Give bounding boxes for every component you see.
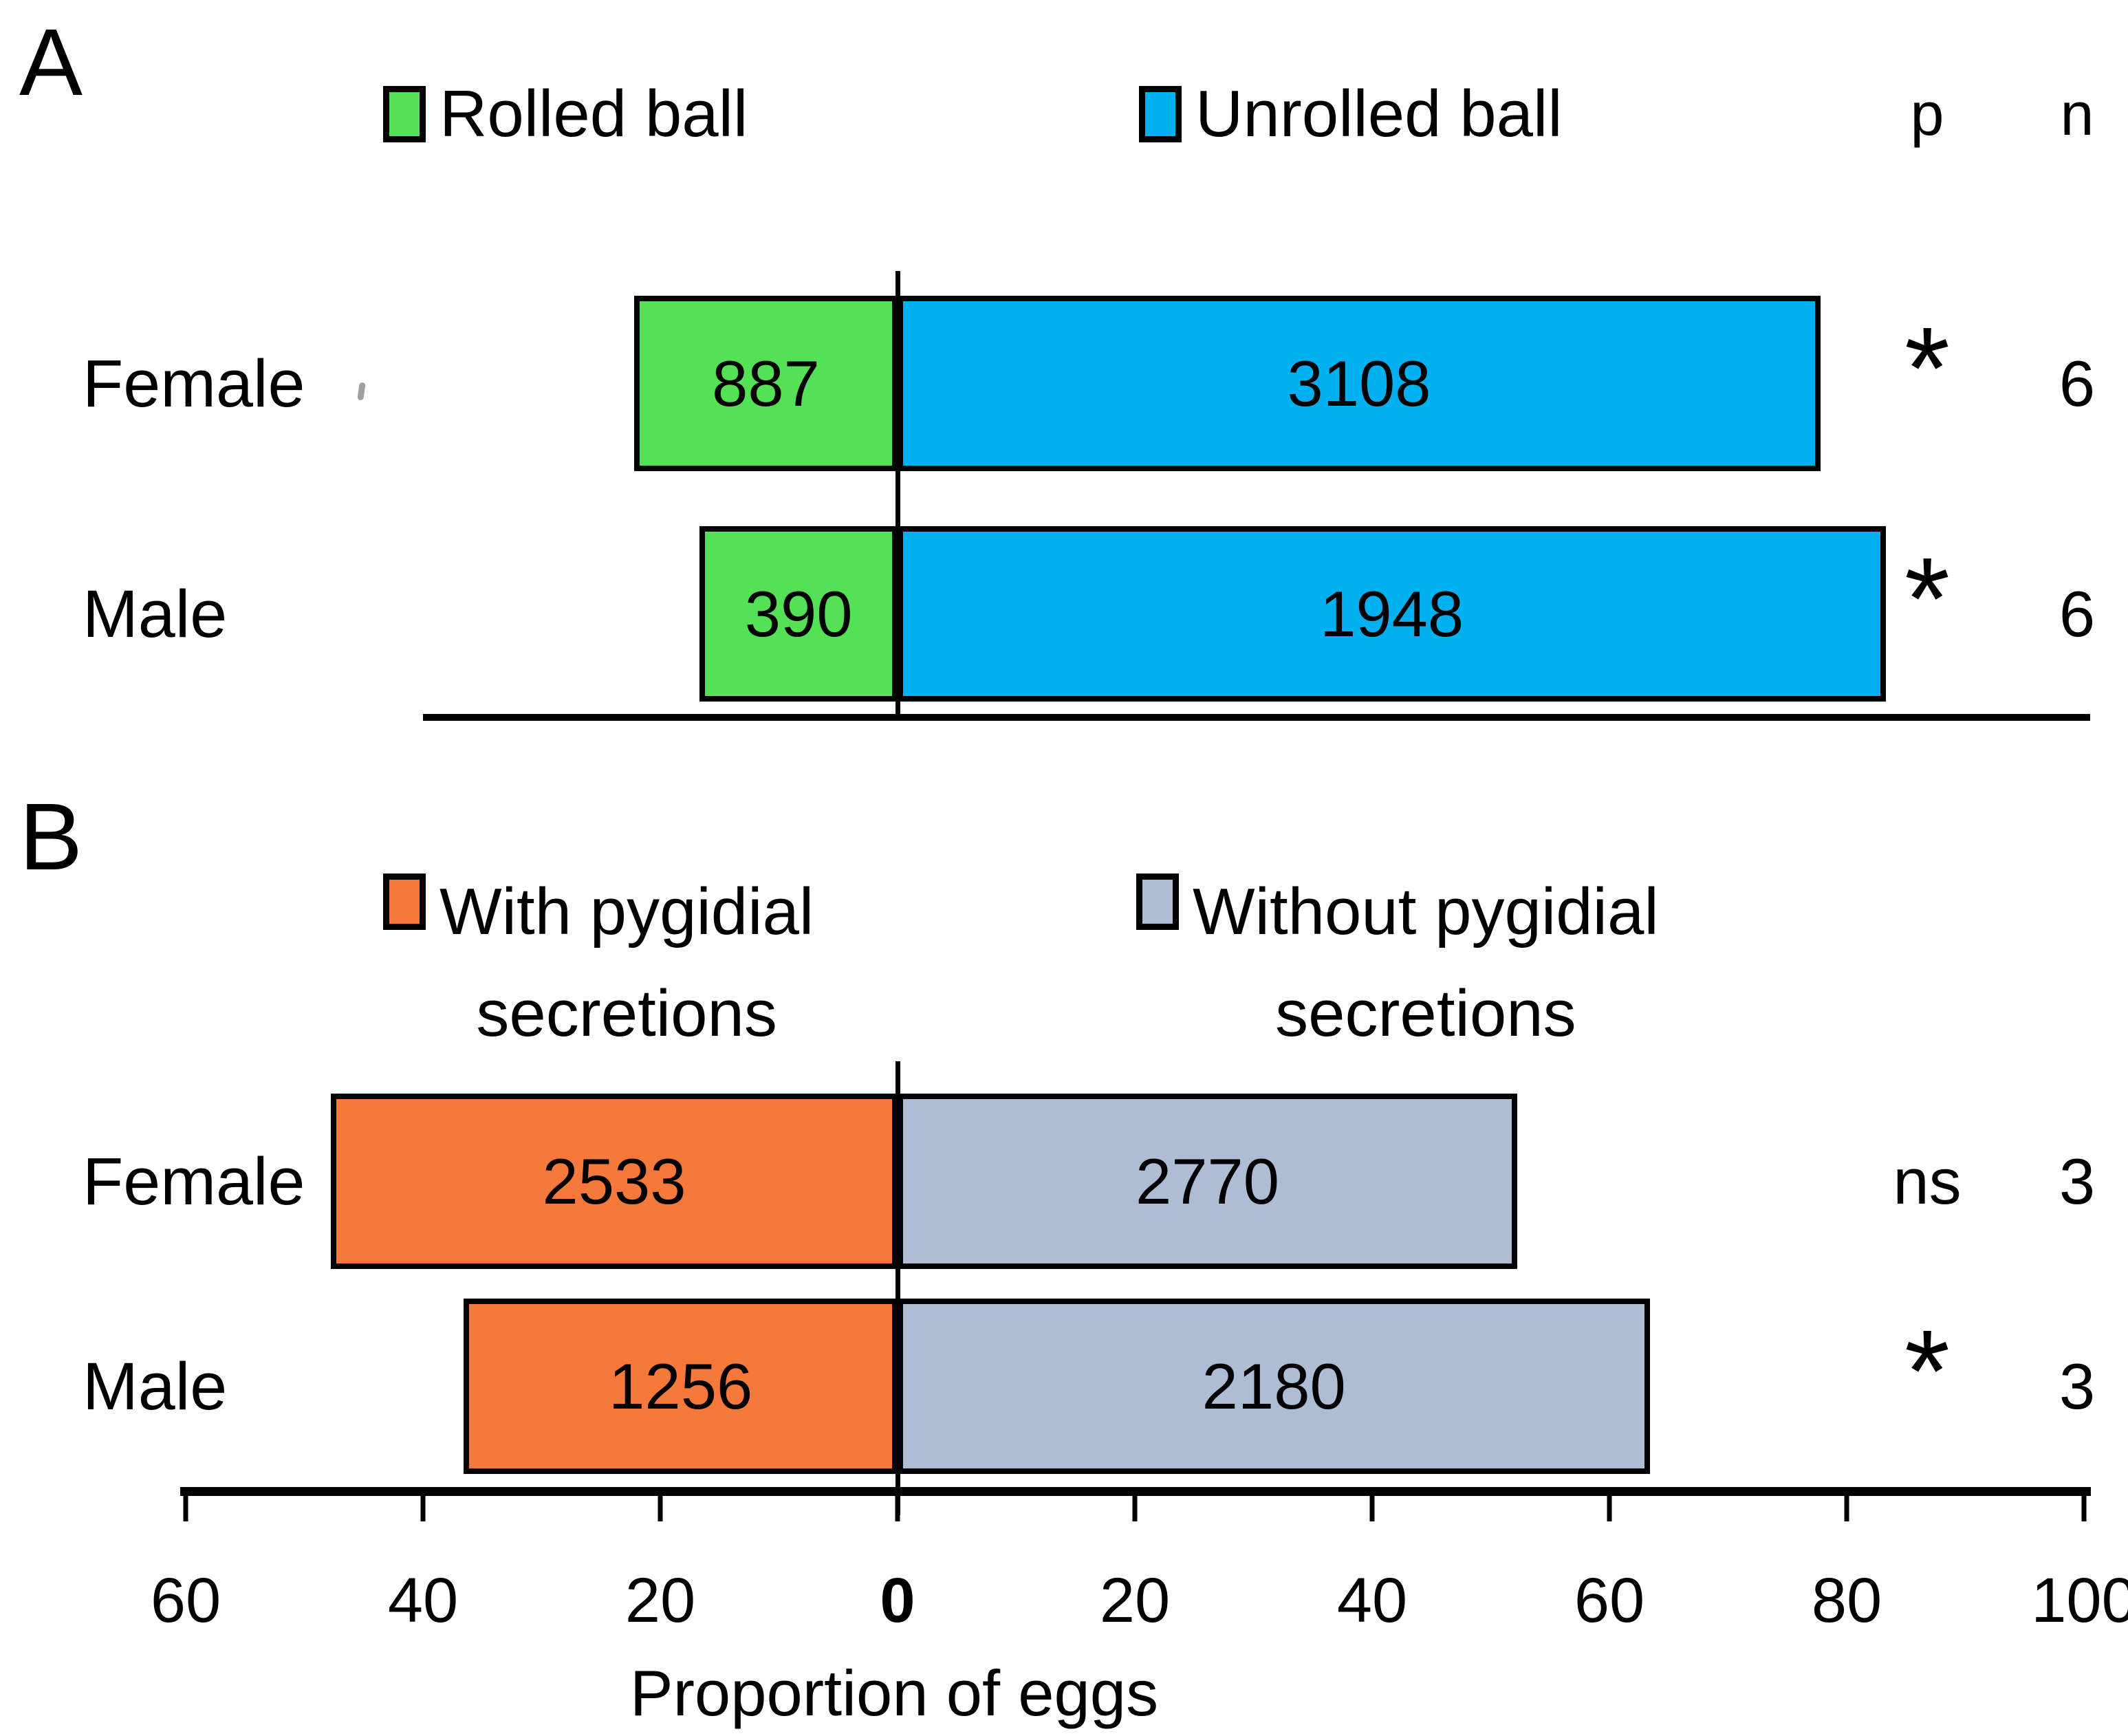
- panel-a-baseline: [423, 714, 2090, 721]
- with-pygidial-swatch-icon: [383, 874, 426, 930]
- category-label-male-b: Male: [83, 1348, 228, 1424]
- tick-mark: [183, 1487, 188, 1521]
- tick-mark: [1607, 1487, 1612, 1521]
- panel-a-label: A: [19, 10, 83, 116]
- bar-value: 3108: [1287, 347, 1431, 420]
- legend-label-with-pygidial: With pygidial secretions: [426, 861, 814, 1065]
- x-axis-title: Proportion of eggs: [629, 1657, 1159, 1729]
- tick-mark: [1844, 1487, 1849, 1521]
- panel-b-label: B: [19, 784, 83, 890]
- bar-value: 2533: [542, 1144, 686, 1217]
- significance-b-male: *: [1904, 1305, 1951, 1437]
- bar-value: 2180: [1202, 1349, 1346, 1422]
- legend-line1: Without pygidial: [1193, 875, 1659, 948]
- legend-item-rolled-ball: Rolled ball: [383, 81, 748, 147]
- bar-value: 390: [744, 577, 853, 650]
- significance-a-female: *: [1904, 303, 1951, 434]
- bar-b-female-with-secretions: 2533: [331, 1094, 898, 1269]
- tick-label-60-right: 60: [1574, 1565, 1645, 1636]
- tick-mark: [2081, 1487, 2087, 1521]
- tick-mark: [1369, 1487, 1375, 1521]
- tick-label-60-left: 60: [150, 1565, 221, 1636]
- bar-b-male-with-secretions: 1256: [464, 1299, 898, 1474]
- bar-value: 887: [712, 347, 820, 420]
- bar-row-b-female: 2533 2770: [186, 1094, 2084, 1269]
- p-column-header: p: [1910, 80, 1944, 148]
- bar-value: 1256: [609, 1349, 753, 1422]
- tick-label-40-left: 40: [387, 1565, 459, 1636]
- legend-label-unrolled-ball: Unrolled ball: [1195, 77, 1563, 151]
- category-label-female-a: Female: [83, 345, 305, 421]
- n-column-header: n: [2060, 80, 2094, 148]
- unrolled-ball-swatch-icon: [1139, 86, 1182, 142]
- tick-label-zero: 0: [880, 1565, 915, 1636]
- significance-a-male: *: [1904, 533, 1951, 664]
- tick-mark: [420, 1487, 426, 1521]
- bar-value: 1948: [1320, 577, 1464, 650]
- legend-line2: secretions: [476, 977, 777, 1050]
- bar-row-a-female: 887 3108: [186, 296, 2084, 471]
- bar-a-male-unrolled: 1948: [898, 526, 1887, 702]
- tick-mark: [895, 1487, 900, 1521]
- bar-a-female-unrolled: 3108: [898, 296, 1821, 471]
- tick-label-20-left: 20: [625, 1565, 696, 1636]
- legend-label-without-pygidial: Without pygidial secretions: [1179, 861, 1659, 1065]
- legend-label-rolled-ball: Rolled ball: [439, 77, 748, 151]
- tick-label-80-right: 80: [1811, 1565, 1882, 1636]
- bar-value: 2770: [1135, 1144, 1280, 1217]
- legend-item-with-pygidial: With pygidial secretions: [383, 861, 814, 1065]
- n-value-b-male: 3: [2059, 1349, 2096, 1422]
- tick-mark: [1132, 1487, 1138, 1521]
- tick-label-40-right: 40: [1336, 1565, 1408, 1636]
- x-axis-labels: 60 40 20 0 20 40 60 80 100: [151, 1563, 2128, 1638]
- bar-row-a-male: 390 1948: [186, 526, 2084, 702]
- legend-item-unrolled-ball: Unrolled ball: [1139, 81, 1563, 147]
- tick-label-100-right: 100: [2031, 1565, 2128, 1636]
- bar-row-b-male: 1256 2180: [186, 1299, 2084, 1474]
- significance-b-female: ns: [1893, 1144, 1962, 1217]
- zero-line-panel-a: [895, 271, 900, 719]
- legend-item-without-pygidial: Without pygidial secretions: [1136, 861, 1659, 1065]
- zero-line-panel-b: [895, 1061, 900, 1515]
- n-value-a-female: 6: [2059, 347, 2096, 420]
- tick-label-20-right: 20: [1099, 1565, 1171, 1636]
- n-value-b-female: 3: [2059, 1144, 2096, 1217]
- category-label-female-b: Female: [83, 1143, 305, 1219]
- bar-a-male-rolled: 390: [699, 526, 898, 702]
- bar-b-male-without-secretions: 2180: [898, 1299, 1651, 1474]
- n-value-a-male: 6: [2059, 577, 2096, 650]
- category-label-male-a: Male: [83, 576, 228, 651]
- rolled-ball-swatch-icon: [383, 86, 426, 142]
- bar-b-female-without-secretions: 2770: [898, 1094, 1518, 1269]
- legend-line1: With pygidial: [439, 875, 814, 948]
- bar-a-female-rolled: 887: [634, 296, 898, 471]
- without-pygidial-swatch-icon: [1136, 874, 1179, 930]
- legend-line2: secretions: [1275, 977, 1576, 1050]
- tick-mark: [658, 1487, 663, 1521]
